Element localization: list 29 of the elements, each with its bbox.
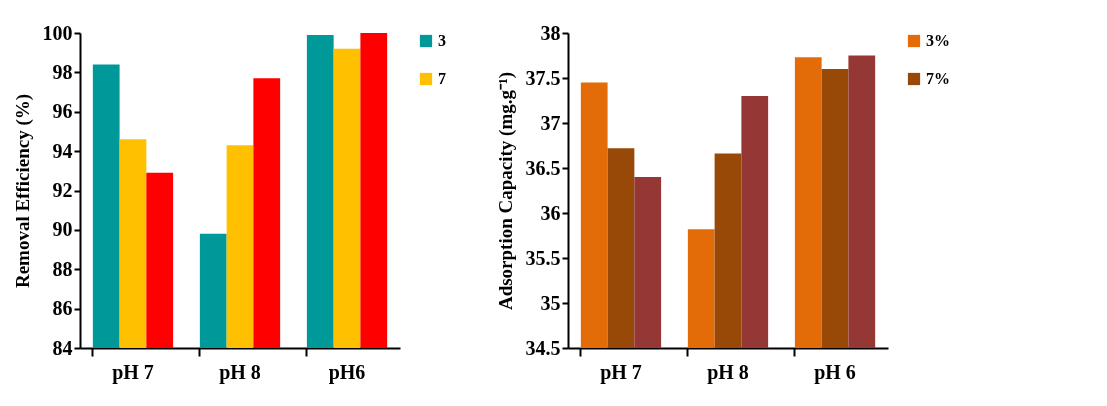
legend-label: 3% (926, 32, 950, 49)
y-tick-label: 35 (540, 291, 561, 314)
legend-label: 3 (438, 32, 446, 49)
y-tick-label: 94 (52, 139, 73, 162)
x-tick-label: pH 8 (219, 360, 261, 384)
x-tick-label: pH 6 (814, 360, 856, 384)
y-tick-label: 36.5 (525, 156, 561, 179)
y-tick-label: 37.5 (525, 66, 561, 89)
x-tick-label: pH 7 (600, 360, 642, 384)
y-axis-title: Adsorption Capacity (mg.g⁻¹) (494, 71, 517, 311)
y-tick-label: 98 (52, 60, 73, 83)
y-tick-label: 100 (42, 21, 73, 44)
y-tick-label: 92 (52, 179, 73, 201)
y-tick-label: 96 (52, 100, 73, 123)
y-tick-label: 37 (540, 111, 561, 134)
y-tick-label: 88 (52, 257, 73, 280)
y-tick-label: 38 (540, 21, 561, 44)
x-tick-label: pH6 (328, 360, 366, 384)
y-axis-title: Removal Efficiency (%) (11, 93, 34, 289)
legend-label: 7% (926, 70, 950, 87)
y-tick-label: 90 (52, 218, 73, 241)
y-tick-label: 86 (52, 297, 73, 320)
x-tick-label: pH 7 (112, 360, 154, 384)
y-tick-label: 36 (540, 201, 561, 224)
y-tick-label: 34.5 (525, 336, 561, 359)
legend-label: 7 (438, 70, 446, 87)
y-tick-label: 35.5 (525, 246, 561, 269)
x-tick-label: pH 8 (707, 360, 749, 384)
y-tick-label: 84 (52, 336, 73, 359)
